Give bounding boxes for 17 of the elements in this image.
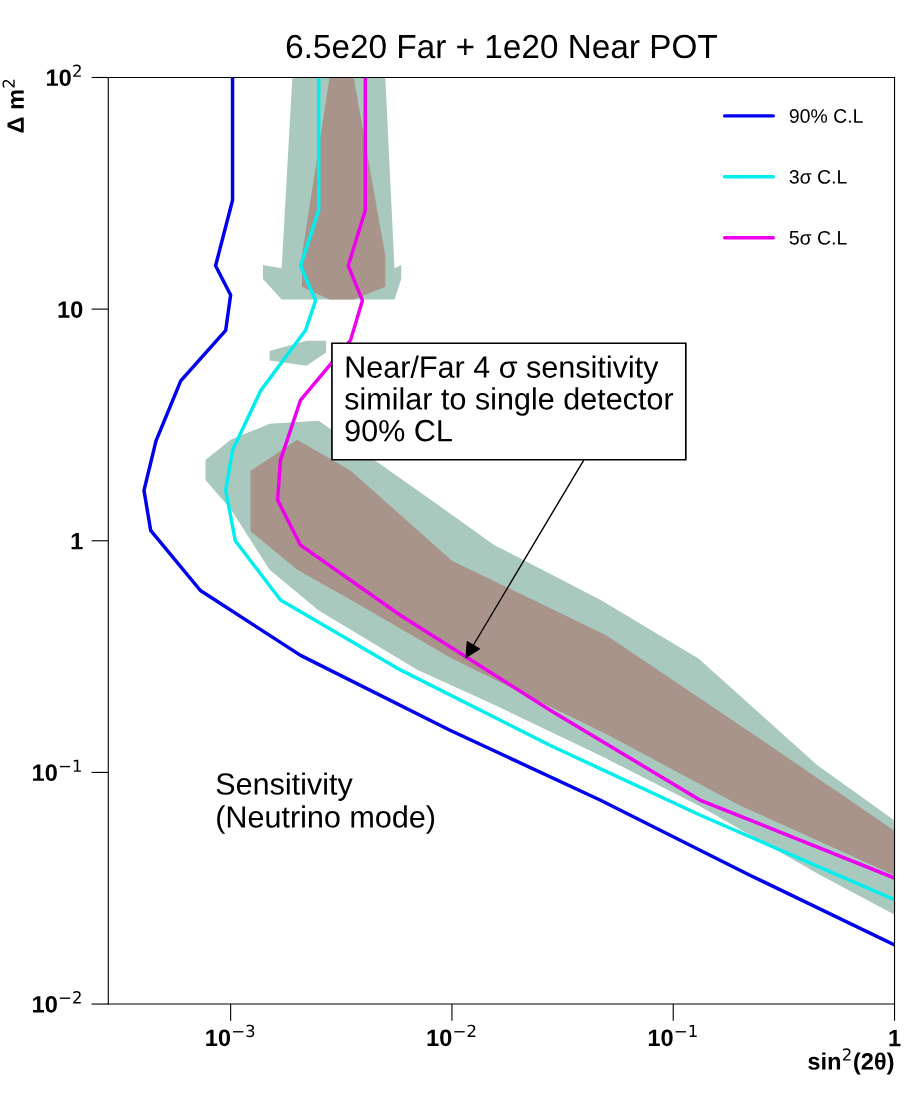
chart-title: 6.5e20 Far + 1e20 Near POT (286, 34, 717, 59)
y-axis-title: Δ m$^{2}$ (2, 79, 24, 133)
annotation: Sensitivity (Neutrino mode) (216, 772, 435, 834)
annotation: Near/Far 4 σ sensitivity similar to single detector 90% CL (345, 355, 674, 442)
x-axis-title: sin$^{2}$(2θ) (808, 1048, 894, 1075)
x-tick-label: 10$^{−1}$ (648, 1024, 697, 1047)
x-tick-label: 1 (889, 1029, 901, 1047)
y-tick-label: 10$^{−2}$ (33, 991, 81, 1013)
x-tick-label: 10$^{−2}$ (427, 1024, 476, 1047)
y-tick-label: 10$^{−1}$ (33, 759, 81, 782)
x-tick-label: 10$^{−3}$ (206, 1024, 255, 1047)
y-tick-label: 10$^{2}$ (47, 64, 81, 87)
legend-label: 3σ C.L (789, 170, 847, 184)
legend-label: 90% C.L (789, 109, 863, 123)
legend-label: 5σ C.L (789, 230, 847, 245)
y-tick-label: 1 (71, 533, 83, 550)
y-tick-label: 10 (58, 301, 83, 318)
